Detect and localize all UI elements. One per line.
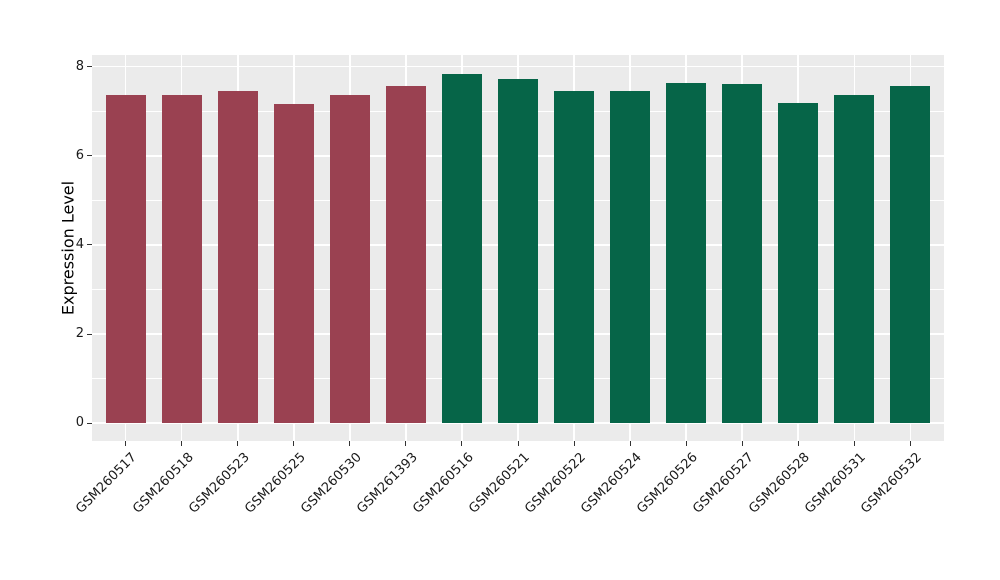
bar-GSM260517 xyxy=(105,94,146,424)
bar-GSM260525 xyxy=(273,104,314,424)
bar-GSM260521 xyxy=(498,79,538,424)
grid-horizontal-major xyxy=(92,422,944,424)
grid-horizontal-major xyxy=(92,65,944,68)
y-tick-label: 0 xyxy=(75,415,84,431)
bar-GSM261393 xyxy=(385,85,426,424)
x-tick-mark xyxy=(741,441,743,446)
y-tick-label: 2 xyxy=(75,326,84,342)
bar-GSM260528 xyxy=(778,102,819,424)
y-tick-mark xyxy=(87,155,92,157)
y-tick-label: 8 xyxy=(75,58,84,74)
bar-GSM260531 xyxy=(834,95,875,424)
bar-GSM260523 xyxy=(217,91,258,424)
bar-GSM260518 xyxy=(161,94,202,424)
y-tick-mark xyxy=(87,244,92,246)
x-tick-mark xyxy=(797,441,799,446)
bar-GSM260527 xyxy=(722,84,763,424)
x-tick-mark xyxy=(573,441,575,446)
y-tick-label: 6 xyxy=(75,147,84,163)
x-tick-mark xyxy=(909,441,911,446)
bar-GSM260530 xyxy=(329,94,370,424)
x-tick-mark xyxy=(349,441,351,446)
x-tick-mark xyxy=(853,441,855,446)
x-tick-mark xyxy=(181,441,183,446)
x-tick-mark xyxy=(405,441,407,446)
bar-GSM260522 xyxy=(554,90,595,424)
bar-GSM260532 xyxy=(890,85,931,424)
bar-GSM260516 xyxy=(441,73,482,424)
y-tick-mark xyxy=(87,422,92,424)
x-tick-mark xyxy=(517,441,519,446)
x-tick-mark xyxy=(461,441,463,446)
y-tick-label: 4 xyxy=(75,236,84,252)
x-tick-mark xyxy=(685,441,687,446)
plot-panel xyxy=(92,55,944,441)
x-tick-mark xyxy=(237,441,239,446)
y-tick-mark xyxy=(87,333,92,335)
x-tick-mark xyxy=(125,441,127,446)
x-tick-mark xyxy=(293,441,295,446)
bar-GSM260524 xyxy=(610,90,651,424)
x-tick-mark xyxy=(629,441,631,446)
bar-GSM260526 xyxy=(666,82,707,424)
y-tick-mark xyxy=(87,66,92,68)
